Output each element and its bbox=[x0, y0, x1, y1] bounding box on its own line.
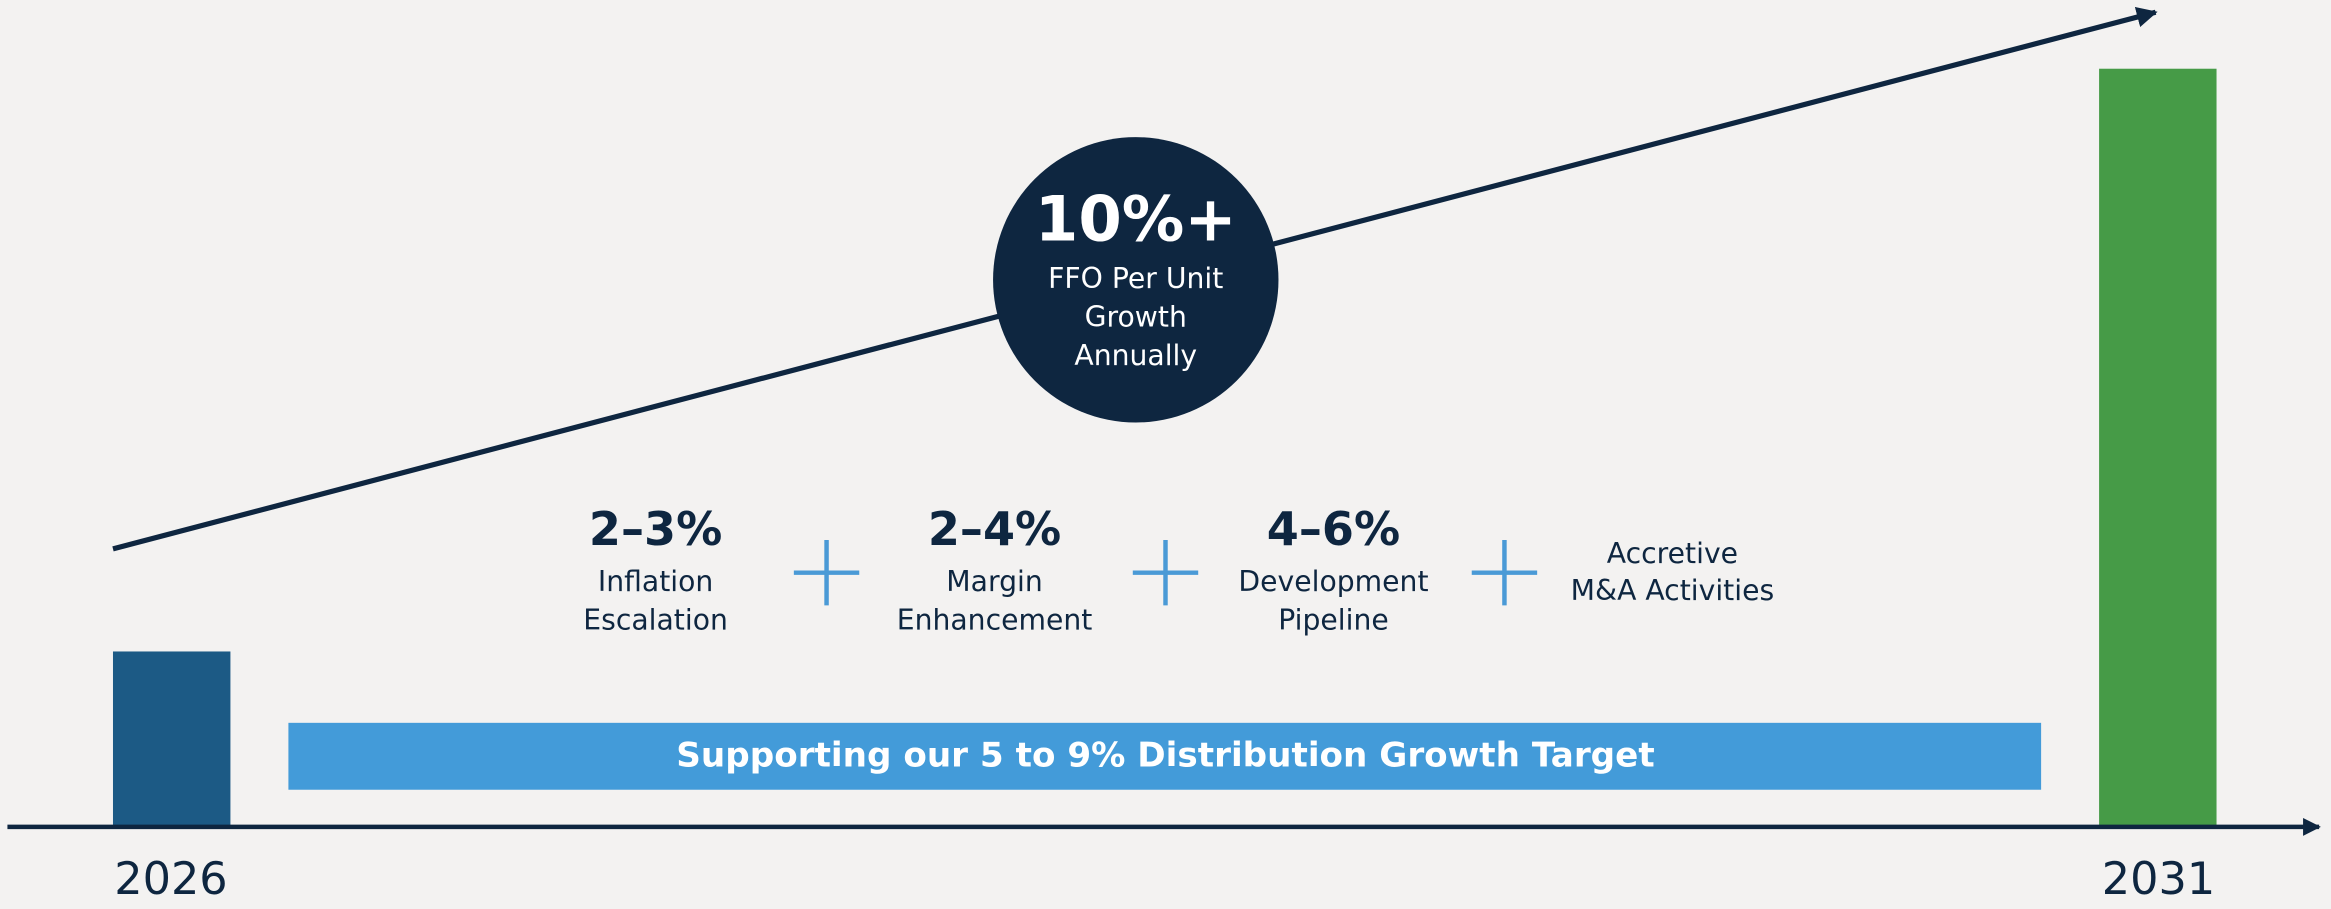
start-bar bbox=[112, 651, 231, 826]
end-bar bbox=[2099, 68, 2217, 826]
driver-value: 2–3% bbox=[589, 502, 722, 556]
driver-label: Accretive bbox=[1607, 537, 1738, 570]
driver-label: Margin bbox=[946, 565, 1042, 598]
plus-signs bbox=[793, 539, 1538, 606]
driver-label: M&A Activities bbox=[1571, 574, 1774, 607]
headline-label: FFO Per Unit bbox=[1048, 262, 1223, 295]
year-label: 2031 bbox=[2102, 853, 2215, 905]
driver-label: Escalation bbox=[583, 604, 728, 637]
banner bbox=[288, 722, 2042, 790]
driver-value: 4–6% bbox=[1267, 502, 1400, 556]
driver-value: 2–4% bbox=[928, 502, 1061, 556]
headline-label: Annually bbox=[1074, 339, 1197, 372]
year-label: 2026 bbox=[114, 853, 227, 905]
driver-label: Inflation bbox=[598, 565, 713, 598]
headline-value: 10%+ bbox=[1035, 182, 1237, 255]
driver-label: Development bbox=[1238, 565, 1428, 598]
driver-label: Enhancement bbox=[897, 604, 1093, 637]
driver-label: Pipeline bbox=[1278, 604, 1389, 637]
banner-text: Supporting our 5 to 9% Distribution Grow… bbox=[676, 736, 1654, 776]
headline-label: Growth bbox=[1085, 300, 1187, 333]
headline-circle bbox=[993, 137, 1279, 423]
